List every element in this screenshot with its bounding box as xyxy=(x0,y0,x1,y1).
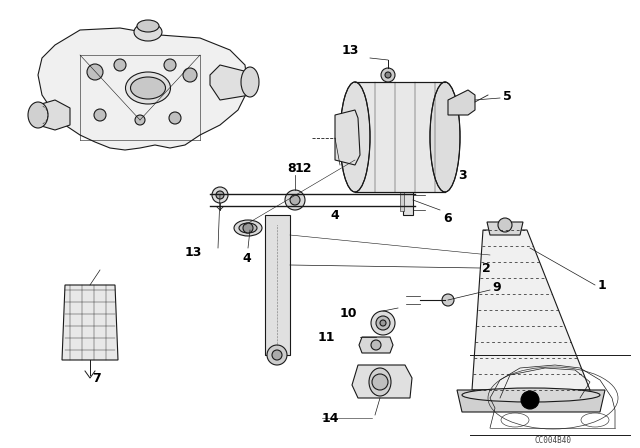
Text: 4: 4 xyxy=(330,208,339,221)
Circle shape xyxy=(135,115,145,125)
Circle shape xyxy=(372,374,388,390)
Text: 1: 1 xyxy=(598,279,607,292)
Circle shape xyxy=(267,345,287,365)
Ellipse shape xyxy=(462,388,600,402)
Polygon shape xyxy=(457,390,605,412)
Circle shape xyxy=(272,350,282,360)
Text: 12: 12 xyxy=(295,161,312,175)
Text: 10: 10 xyxy=(340,306,358,319)
Text: 13: 13 xyxy=(342,43,360,56)
Circle shape xyxy=(216,191,224,199)
Circle shape xyxy=(498,218,512,232)
Ellipse shape xyxy=(134,23,162,41)
Polygon shape xyxy=(355,82,445,192)
Ellipse shape xyxy=(131,77,166,99)
Circle shape xyxy=(183,68,197,82)
Circle shape xyxy=(164,59,176,71)
Text: 2: 2 xyxy=(482,262,491,275)
Circle shape xyxy=(376,316,390,330)
Ellipse shape xyxy=(369,368,391,396)
Polygon shape xyxy=(472,230,590,390)
Ellipse shape xyxy=(241,67,259,97)
Ellipse shape xyxy=(137,20,159,32)
Polygon shape xyxy=(400,192,404,211)
Text: 9: 9 xyxy=(492,280,500,293)
Text: 4: 4 xyxy=(242,251,251,264)
Polygon shape xyxy=(403,188,413,215)
Polygon shape xyxy=(352,365,412,398)
Circle shape xyxy=(114,59,126,71)
Text: 14: 14 xyxy=(322,412,339,425)
Circle shape xyxy=(87,64,103,80)
Polygon shape xyxy=(62,285,118,360)
Polygon shape xyxy=(359,337,393,353)
Ellipse shape xyxy=(234,220,262,236)
Circle shape xyxy=(385,72,391,78)
Polygon shape xyxy=(38,28,248,150)
Polygon shape xyxy=(38,100,70,130)
Circle shape xyxy=(94,109,106,121)
Circle shape xyxy=(285,190,305,210)
Polygon shape xyxy=(448,90,475,115)
Circle shape xyxy=(212,187,228,203)
Circle shape xyxy=(442,294,454,306)
Polygon shape xyxy=(487,222,523,235)
Circle shape xyxy=(290,195,300,205)
Polygon shape xyxy=(265,215,290,355)
Circle shape xyxy=(169,112,181,124)
Circle shape xyxy=(243,223,253,233)
Circle shape xyxy=(521,391,539,409)
Ellipse shape xyxy=(430,82,460,192)
Text: 11: 11 xyxy=(318,331,335,344)
Text: 8: 8 xyxy=(287,161,296,175)
Text: CC004B40: CC004B40 xyxy=(534,435,572,444)
Text: 13: 13 xyxy=(185,246,202,258)
Circle shape xyxy=(381,68,395,82)
Text: 3: 3 xyxy=(458,168,467,181)
Ellipse shape xyxy=(125,72,170,104)
Text: 5: 5 xyxy=(503,90,512,103)
Circle shape xyxy=(371,311,395,335)
Ellipse shape xyxy=(239,223,257,233)
Polygon shape xyxy=(210,65,250,100)
Circle shape xyxy=(371,340,381,350)
Text: 7: 7 xyxy=(92,371,100,384)
Ellipse shape xyxy=(340,82,370,192)
Ellipse shape xyxy=(28,102,48,128)
Polygon shape xyxy=(335,110,360,165)
Text: 6: 6 xyxy=(443,211,452,224)
Circle shape xyxy=(380,320,386,326)
